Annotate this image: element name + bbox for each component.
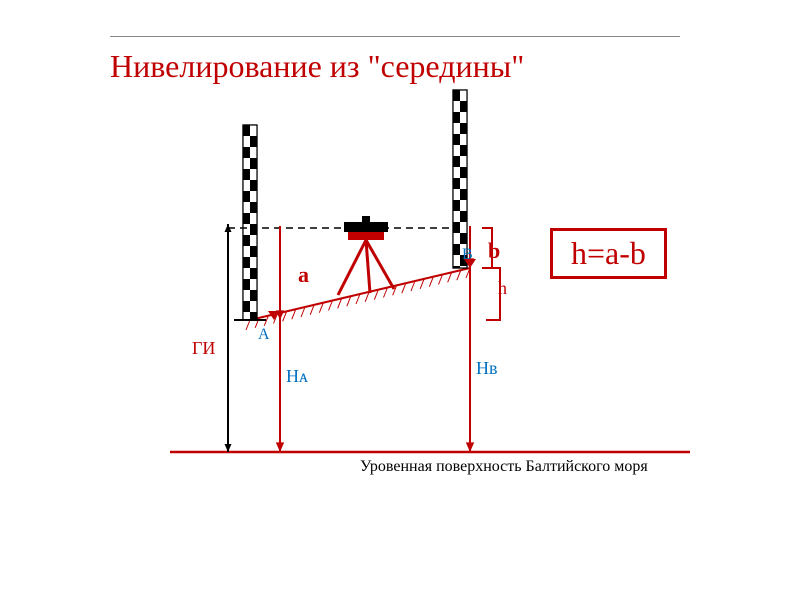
- slide-title: Нивелирование из "середины": [110, 48, 524, 85]
- label-A: A: [258, 326, 270, 344]
- label-GI: ГИ: [192, 338, 215, 359]
- label-h: h: [498, 278, 507, 299]
- label-datum: Уровенная поверхность Балтийского моря: [360, 458, 648, 476]
- label-HA: Hᴀ: [286, 366, 308, 387]
- label-HB: Hв: [476, 358, 498, 379]
- formula-box: h=a-b: [550, 228, 667, 279]
- formula-text: h=a-b: [571, 235, 646, 271]
- slide: Нивелирование из "середины" h=a-b a b h …: [0, 0, 800, 600]
- label-b: b: [488, 238, 500, 264]
- label-B: B: [462, 246, 473, 264]
- diagram-svg: [110, 120, 690, 540]
- label-a: a: [298, 262, 309, 288]
- title-underline: [110, 36, 680, 37]
- leveling-diagram: h=a-b a b h A B ГИ Hᴀ Hв Уровенная повер…: [110, 120, 690, 540]
